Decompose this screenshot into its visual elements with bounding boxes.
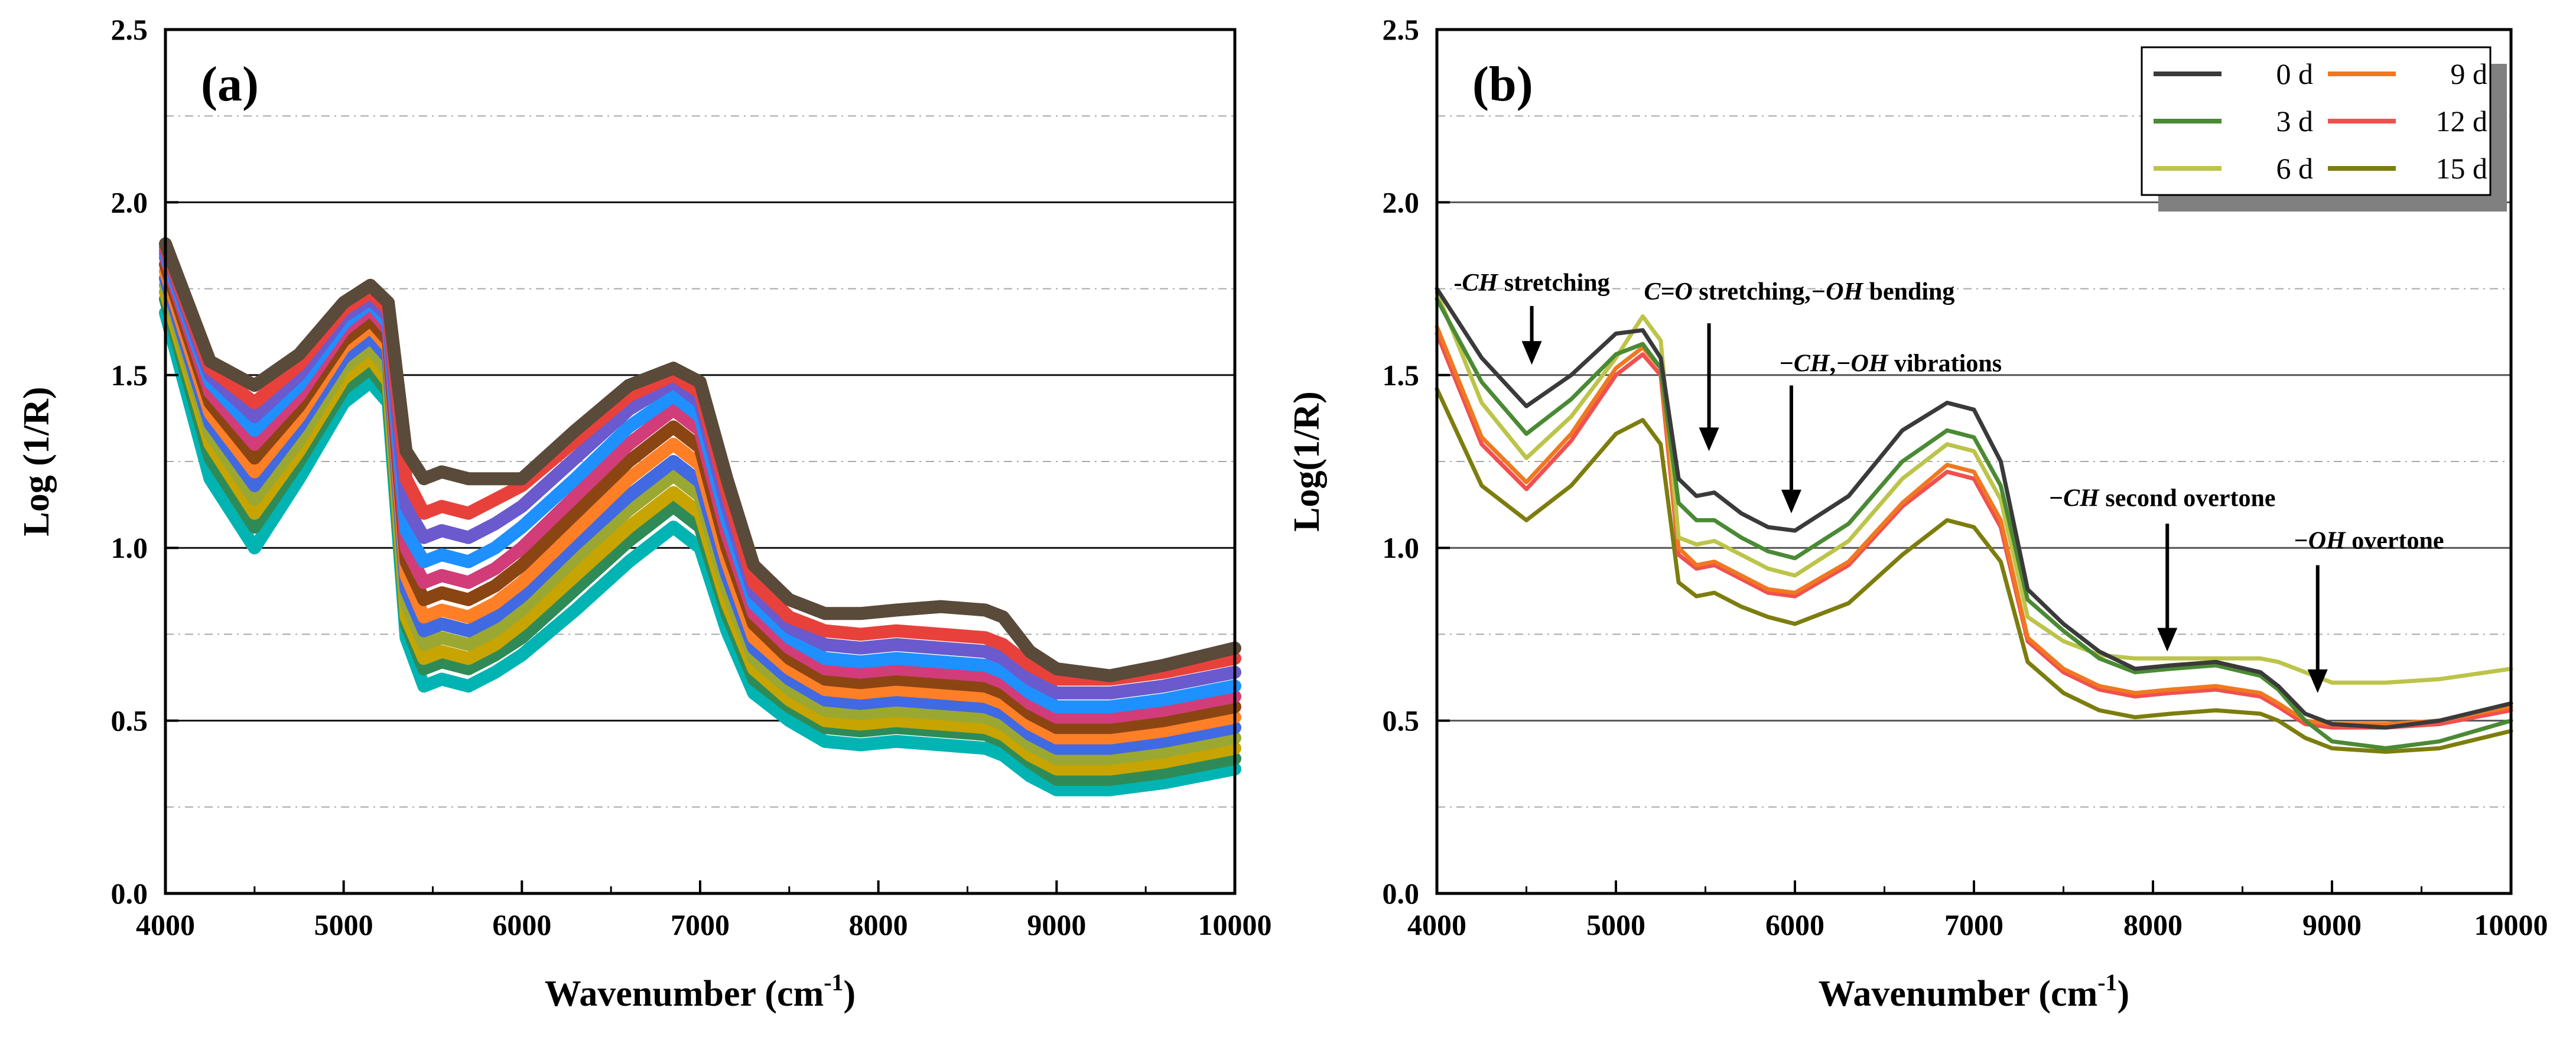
x-tick-label: 4000 xyxy=(1407,908,1466,941)
annotation-label-part: − xyxy=(2049,485,2063,512)
panel-label: (a) xyxy=(201,57,259,112)
y-axis-title: Log(1/R) xyxy=(1287,391,1327,532)
x-tick-label: 8000 xyxy=(2123,908,2183,941)
x-axis-title-tail: ) xyxy=(2118,974,2130,1014)
series-line-6 xyxy=(1435,386,2513,754)
panel-label: (b) xyxy=(1472,57,1533,112)
y-tick-label: 1.0 xyxy=(111,531,148,564)
series-line-7 xyxy=(159,258,1241,734)
x-tick-label: 6000 xyxy=(1765,908,1824,941)
x-tick-label: 5000 xyxy=(1586,908,1645,941)
annotation-arrow-head xyxy=(2307,669,2328,693)
x-axis-title: Wavenumber (cm-1) xyxy=(1819,969,2129,1014)
series-line-5 xyxy=(1435,331,2513,730)
x-tick-label: 9000 xyxy=(2302,908,2362,941)
annotation-label-part: OH xyxy=(2308,527,2346,554)
panel-a: 4000 5000 6000 7000 8000 9000 10000 0.0 0.5 1.0 1.… xyxy=(17,13,1272,1014)
x-tick-label: 9000 xyxy=(1027,908,1086,941)
annotation-label-part: second overtone xyxy=(2099,485,2276,512)
y-tick-label: 1.5 xyxy=(111,359,148,392)
series-line-4 xyxy=(159,278,1241,765)
annotation-label-part: CH xyxy=(1794,350,1830,377)
y-tick-label: 0.0 xyxy=(1383,877,1420,910)
annotation-label-part: − xyxy=(2294,527,2308,554)
annotation-label-part: - xyxy=(1454,269,1462,297)
annotation-arrow-head xyxy=(1699,427,1719,451)
annotation-label-part: , xyxy=(1830,350,1836,377)
annotation-label: C=O stretching,−OH bending xyxy=(1644,278,1955,305)
series-line-5 xyxy=(159,272,1241,755)
annotation-label-part: stretching, xyxy=(1693,278,1811,305)
annotation-label-part: CH xyxy=(1462,269,1499,297)
annotation-label-part: −OH xyxy=(1811,278,1864,305)
legend-entry-label: 3 d xyxy=(2276,105,2314,138)
series-line-2 xyxy=(1435,297,2513,750)
annotation-label: −CH,−OH vibrations xyxy=(1780,350,2002,377)
annotation-arrow-head xyxy=(1781,489,1801,513)
annotation-arrow-head xyxy=(2157,628,2178,652)
series-line-1 xyxy=(159,306,1241,797)
annotation-arrow-head xyxy=(1521,341,1542,365)
x-axis-title-sup: -1 xyxy=(2097,969,2117,996)
annotation-label-part: stretching xyxy=(1498,269,1609,297)
x-axis-title-main: Wavenumber (cm xyxy=(1819,974,2097,1014)
y-tick-label: 2.5 xyxy=(111,13,148,46)
annotation-label-part: bending xyxy=(1863,278,1954,305)
y-tick-label: 2.0 xyxy=(111,186,148,219)
series-line-1 xyxy=(1435,287,2513,730)
x-axis-title-sup: -1 xyxy=(824,969,843,996)
panel-b: 4000 5000 6000 7000 8000 9000 10000 0.0 0.5 1.0 1.… xyxy=(1287,13,2548,1014)
series-line-12 xyxy=(159,237,1241,682)
series-line-3 xyxy=(1435,290,2513,685)
annotation-label-part: vibrations xyxy=(1888,350,2002,377)
legend-entry-label: 0 d xyxy=(2276,57,2314,90)
annotation-label-part: CH xyxy=(2063,485,2100,512)
annotation-label-part: C=O xyxy=(1644,278,1693,305)
annotation-label-part: overtone xyxy=(2346,527,2444,554)
annotation-label-part: −OH xyxy=(1836,350,1889,377)
legend-entry-label: 6 d xyxy=(2276,152,2314,185)
x-axis-title: Wavenumber (cm-1) xyxy=(545,969,856,1014)
x-tick-label: 6000 xyxy=(492,908,551,941)
y-axis-title: Log (1/R) xyxy=(17,386,57,536)
x-tick-label: 8000 xyxy=(849,908,908,941)
y-tick-label: 1.0 xyxy=(1383,531,1420,564)
y-tick-label: 2.0 xyxy=(1383,186,1420,219)
x-tick-label: 4000 xyxy=(136,908,195,941)
annotation-label: −OH overtone xyxy=(2294,527,2444,554)
y-tick-label: 2.5 xyxy=(1383,13,1420,46)
annotation-label-part: − xyxy=(1780,350,1794,377)
y-tick-label: 0.5 xyxy=(1383,704,1420,737)
y-tick-label: 0.5 xyxy=(111,704,148,737)
legend-entry-label: 15 d xyxy=(2436,152,2488,185)
x-tick-label: 10000 xyxy=(1198,908,1272,941)
y-tick-label: 0.0 xyxy=(111,877,148,910)
x-axis-title-main: Wavenumber (cm xyxy=(545,974,824,1014)
y-tick-label: 1.5 xyxy=(1383,359,1420,392)
annotation-label: −CH second overtone xyxy=(2049,485,2275,512)
x-tick-label: 7000 xyxy=(1944,908,2003,941)
annotation-label: -CH stretching xyxy=(1454,269,1610,297)
legend-entry-label: 12 d xyxy=(2436,105,2488,138)
x-tick-label: 10000 xyxy=(2474,908,2548,941)
x-tick-label: 5000 xyxy=(314,908,373,941)
x-tick-label: 7000 xyxy=(671,908,730,941)
legend-entry-label: 9 d xyxy=(2451,57,2488,90)
x-axis-title-tail: ) xyxy=(844,974,856,1014)
